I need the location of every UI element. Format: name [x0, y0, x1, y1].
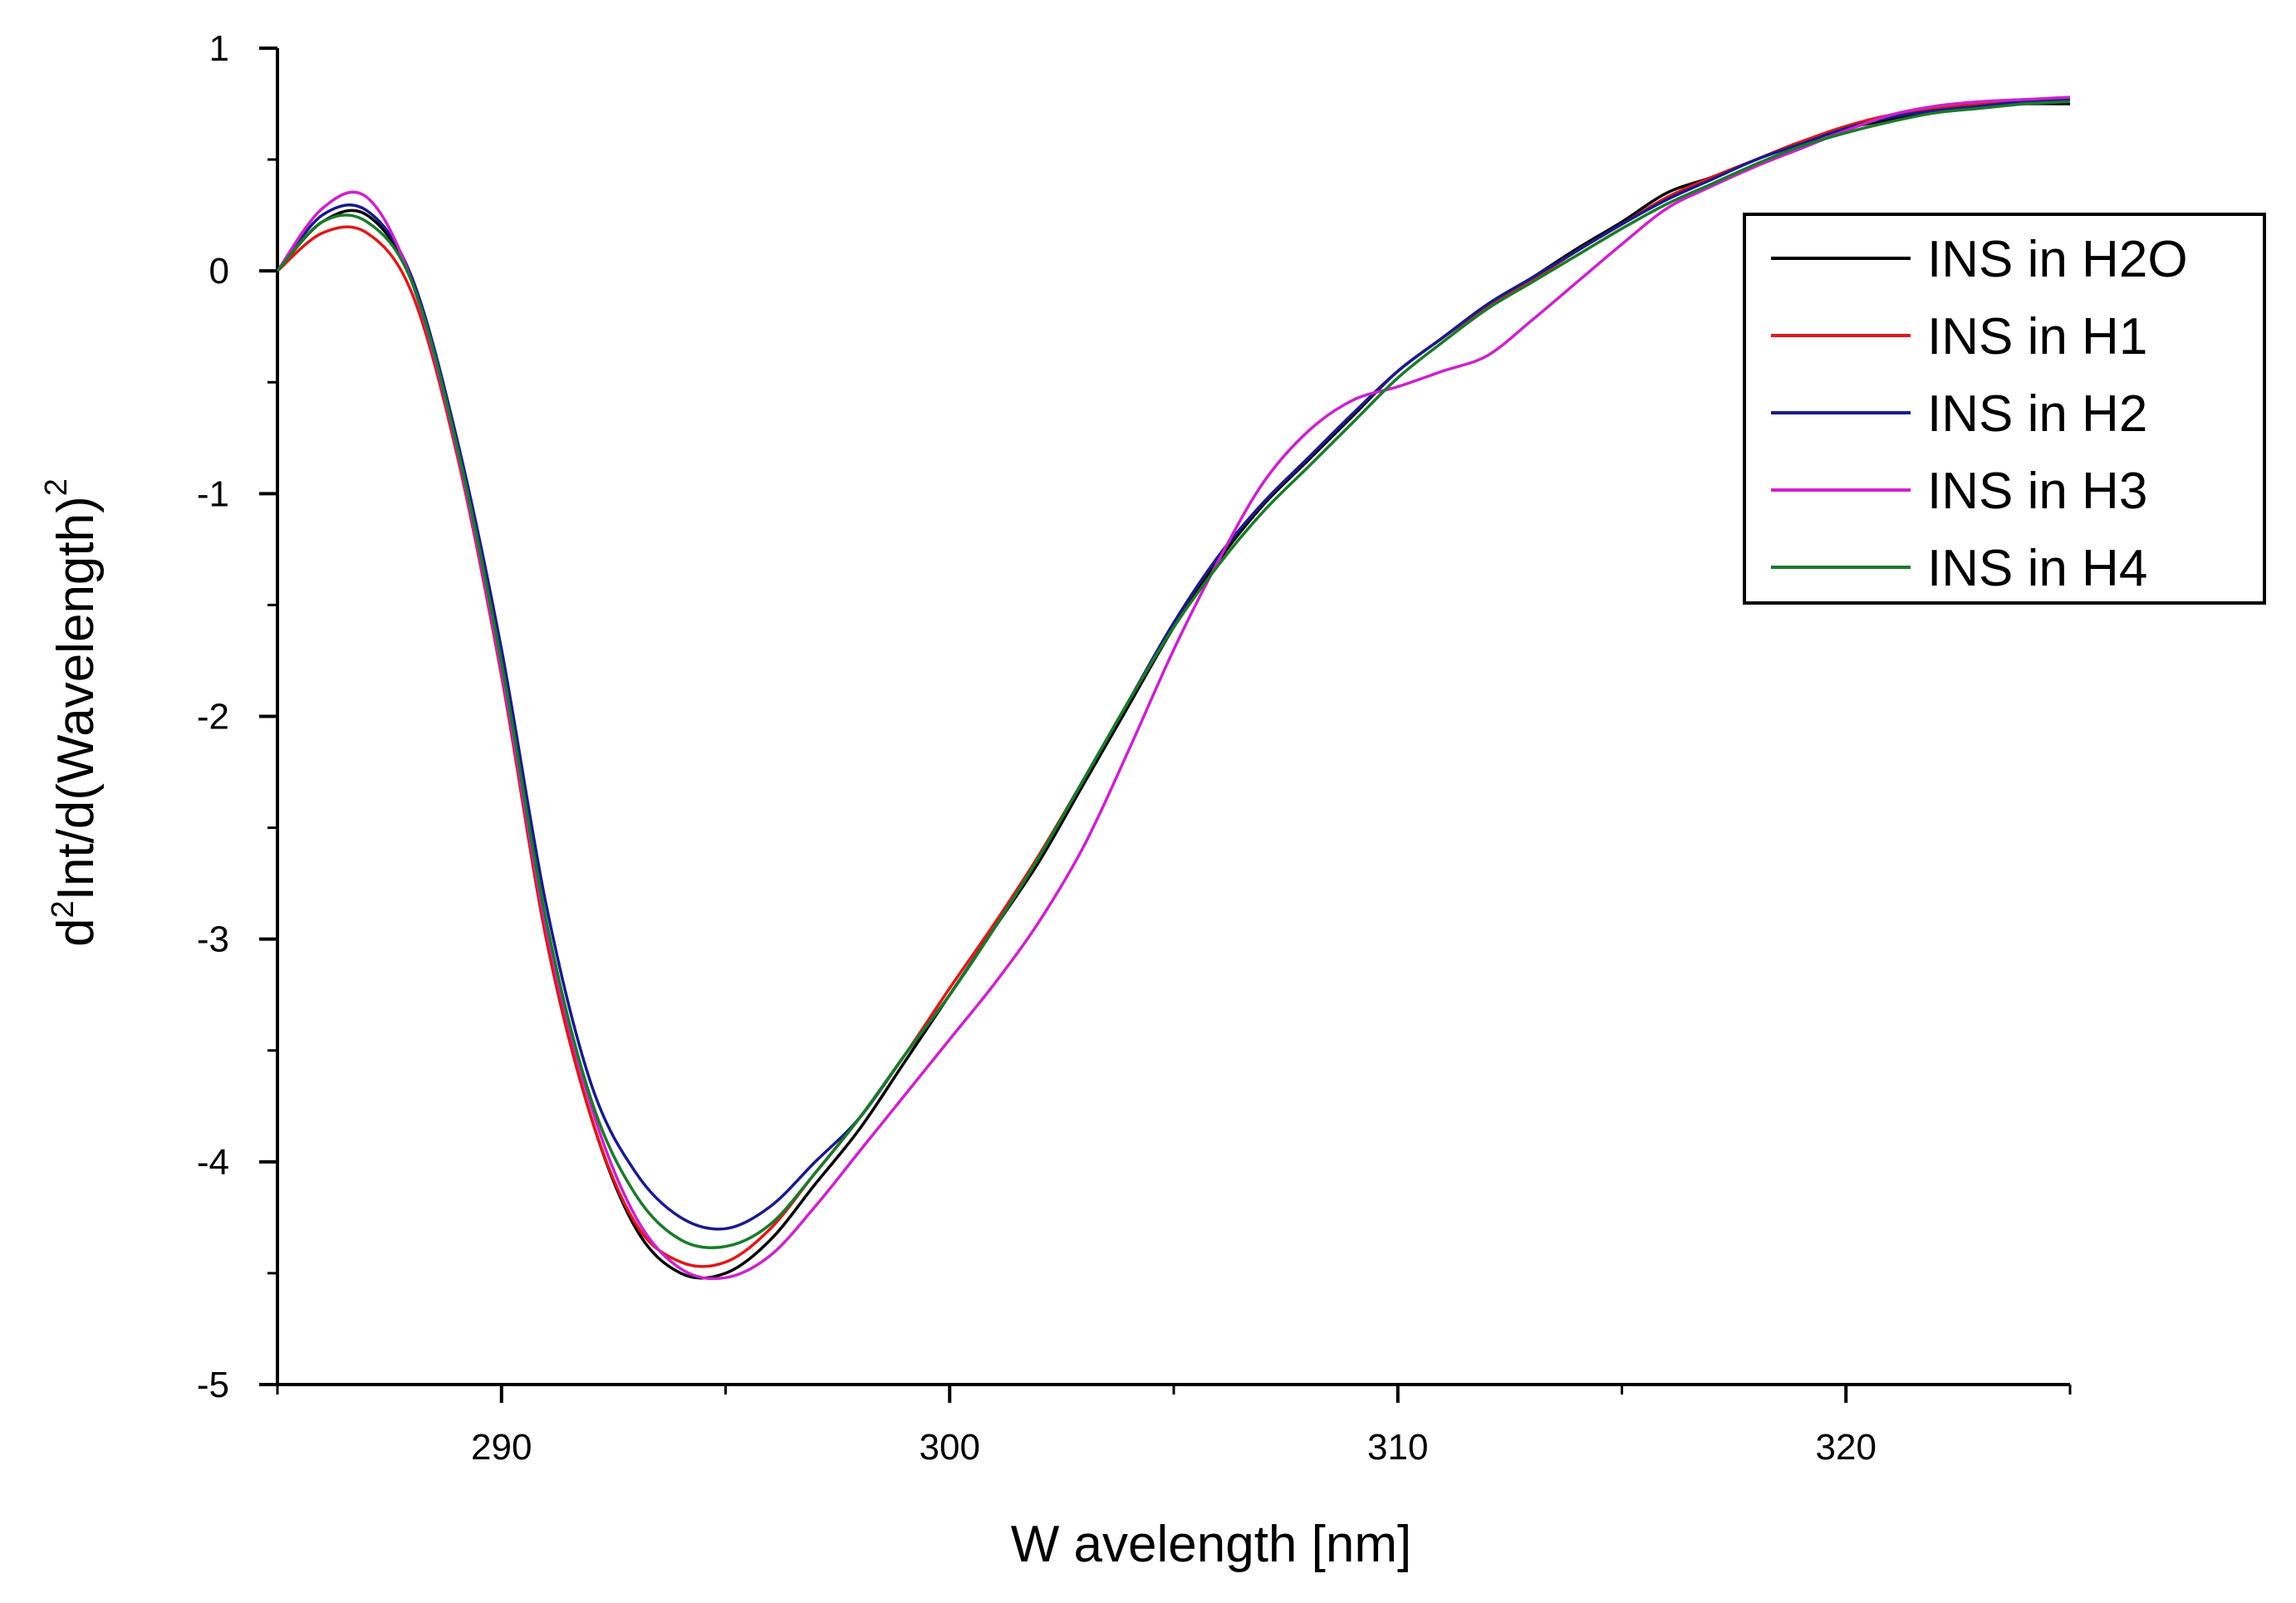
y-axis-title-main: Int/d(Wavelength): [47, 496, 105, 900]
x-tick-label: 300: [920, 1427, 980, 1468]
y-tick-label: -1: [197, 473, 229, 514]
series-line-4: [276, 100, 2071, 1250]
x-tick-label: 290: [471, 1427, 532, 1468]
axes: 1 0 -1 -2 -3 -4 -5 290 300 310 320: [197, 28, 2072, 1468]
legend: INS in H2O INS in H1 INS in H2 INS in H3 INS…: [1743, 213, 2266, 605]
legend-label: INS in H2O: [1927, 231, 2188, 288]
x-tick-label: 310: [1367, 1427, 1428, 1468]
y-axis-title-main-sup: 2: [39, 478, 74, 496]
legend-label: INS in H2: [1927, 385, 2147, 443]
y-tick-label: -5: [197, 1365, 229, 1405]
y-axis-title: d2Int/d(Wavelength)2: [39, 478, 105, 947]
svg-text:d2Int/d(Wavelength)2: d2Int/d(Wavelength)2: [39, 478, 105, 947]
y-tick-label: -4: [197, 1142, 229, 1183]
legend-label: INS in H4: [1927, 540, 2147, 597]
x-axis-title: W avelength [nm]: [1011, 1516, 1411, 1573]
series-group: [276, 96, 2071, 1281]
y-axis-title-prefix-sup: 2: [46, 900, 81, 918]
y-tick-label: -3: [197, 919, 229, 960]
legend-box: [1743, 213, 2266, 605]
y-tick-label: 1: [209, 28, 229, 69]
y-axis-title-prefix: d: [47, 918, 105, 946]
x-tick-label: 320: [1816, 1427, 1877, 1468]
y-tick-label: 0: [209, 251, 229, 292]
legend-label: INS in H1: [1927, 308, 2147, 365]
legend-label: INS in H3: [1927, 463, 2147, 520]
y-tick-label: -2: [197, 697, 229, 738]
